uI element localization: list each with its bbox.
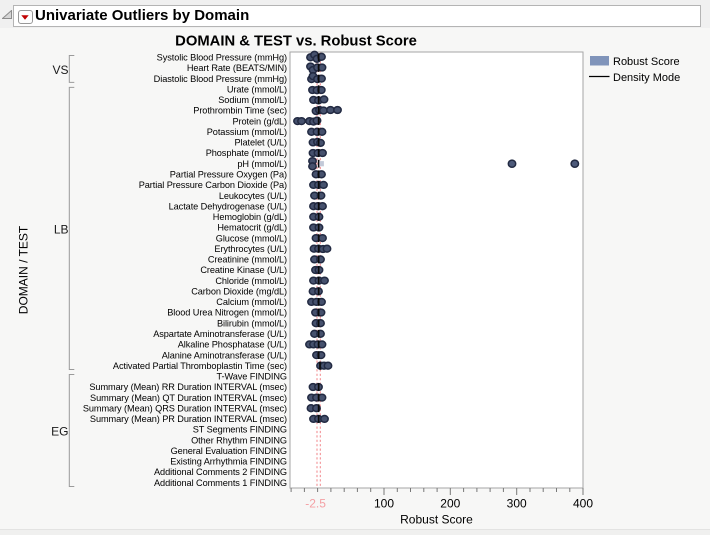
- svg-text:Blood Urea Nitrogen (mmol/L): Blood Urea Nitrogen (mmol/L): [167, 308, 287, 318]
- svg-text:Robust Score: Robust Score: [400, 513, 473, 527]
- svg-text:T-Wave FINDING: T-Wave FINDING: [216, 372, 287, 382]
- svg-text:Chloride (mmol/L): Chloride (mmol/L): [215, 276, 287, 286]
- svg-text:100: 100: [374, 497, 394, 511]
- svg-text:Phosphate (mmol/L): Phosphate (mmol/L): [206, 148, 287, 158]
- svg-text:Summary (Mean) RR Duration INT: Summary (Mean) RR Duration INTERVAL (mse…: [89, 382, 287, 392]
- svg-text:Diastolic Blood Pressure (mmHg: Diastolic Blood Pressure (mmHg): [154, 74, 287, 84]
- svg-text:Heart Rate (BEATS/MIN): Heart Rate (BEATS/MIN): [187, 63, 287, 73]
- svg-text:Alanine Aminotransferase (U/L): Alanine Aminotransferase (U/L): [162, 350, 287, 360]
- svg-text:400: 400: [573, 497, 593, 511]
- svg-text:Calcium (mmol/L): Calcium (mmol/L): [216, 297, 287, 307]
- svg-text:Prothrombin Time (sec): Prothrombin Time (sec): [193, 106, 287, 116]
- svg-text:Existing Arrhythmia FINDING: Existing Arrhythmia FINDING: [170, 457, 287, 467]
- svg-text:Other Rhythm FINDING: Other Rhythm FINDING: [191, 435, 287, 445]
- svg-text:Leukocytes (U/L): Leukocytes (U/L): [219, 191, 287, 201]
- svg-text:DOMAIN & TEST vs. Robust Score: DOMAIN & TEST vs. Robust Score: [175, 34, 417, 50]
- svg-text:Systolic Blood Pressure (mmHg): Systolic Blood Pressure (mmHg): [157, 53, 287, 63]
- svg-text:Summary (Mean) QRS Duration IN: Summary (Mean) QRS Duration INTERVAL (ms…: [83, 403, 287, 413]
- svg-text:Lactate Dehydrogenase (U/L): Lactate Dehydrogenase (U/L): [169, 201, 287, 211]
- svg-text:Additional Comments 1 FINDING: Additional Comments 1 FINDING: [154, 478, 287, 488]
- svg-text:Activated Partial Thromboplast: Activated Partial Thromboplastin Time (s…: [113, 361, 287, 371]
- svg-text:Partial Pressure Oxygen (Pa): Partial Pressure Oxygen (Pa): [170, 170, 287, 180]
- svg-text:ST Segments FINDING: ST Segments FINDING: [193, 425, 287, 435]
- svg-text:Density Mode: Density Mode: [613, 72, 680, 84]
- svg-text:300: 300: [507, 497, 527, 511]
- svg-text:Hemoglobin (g/dL): Hemoglobin (g/dL): [213, 212, 287, 222]
- svg-text:General Evaluation FINDING: General Evaluation FINDING: [171, 446, 287, 456]
- svg-text:Potassium (mmol/L): Potassium (mmol/L): [207, 127, 287, 137]
- svg-text:Sodium (mmol/L): Sodium (mmol/L): [218, 95, 287, 105]
- svg-text:pH (mmol/L): pH (mmol/L): [237, 159, 287, 169]
- svg-text:Platelet (U/L): Platelet (U/L): [235, 138, 288, 148]
- svg-text:Bilirubin (mmol/L): Bilirubin (mmol/L): [217, 318, 287, 328]
- svg-text:EG: EG: [51, 424, 68, 438]
- svg-text:Glucose (mmol/L): Glucose (mmol/L): [216, 233, 287, 243]
- svg-text:Partial Pressure Carbon Dioxid: Partial Pressure Carbon Dioxide (Pa): [139, 180, 287, 190]
- svg-text:200: 200: [440, 497, 460, 511]
- svg-text:Protein (g/dL): Protein (g/dL): [232, 116, 287, 126]
- svg-text:Alkaline Phosphatase (U/L): Alkaline Phosphatase (U/L): [178, 340, 287, 350]
- svg-text:LB: LB: [54, 222, 69, 236]
- svg-text:Additional Comments 2 FINDING: Additional Comments 2 FINDING: [154, 467, 287, 477]
- svg-text:Summary (Mean) PR Duration INT: Summary (Mean) PR Duration INTERVAL (mse…: [90, 414, 287, 424]
- svg-text:-2.5: -2.5: [305, 497, 326, 511]
- svg-text:Robust Score: Robust Score: [613, 56, 680, 68]
- svg-text:Urate (mmol/L): Urate (mmol/L): [227, 84, 287, 94]
- svg-text:VS: VS: [52, 63, 68, 77]
- svg-text:Hematocrit (g/dL): Hematocrit (g/dL): [217, 223, 287, 233]
- svg-text:Creatinine (mmol/L): Creatinine (mmol/L): [208, 255, 287, 265]
- svg-text:Summary (Mean) QT Duration INT: Summary (Mean) QT Duration INTERVAL (mse…: [90, 393, 287, 403]
- svg-text:Carbon Dioxide (mg/dL): Carbon Dioxide (mg/dL): [191, 287, 287, 297]
- svg-text:Erythrocytes (U/L): Erythrocytes (U/L): [214, 244, 287, 254]
- svg-text:Creatine Kinase (U/L): Creatine Kinase (U/L): [200, 265, 287, 275]
- svg-text:DOMAIN / TEST: DOMAIN / TEST: [17, 225, 31, 314]
- svg-text:Aspartate Aminotransferase (U/: Aspartate Aminotransferase (U/L): [153, 329, 287, 339]
